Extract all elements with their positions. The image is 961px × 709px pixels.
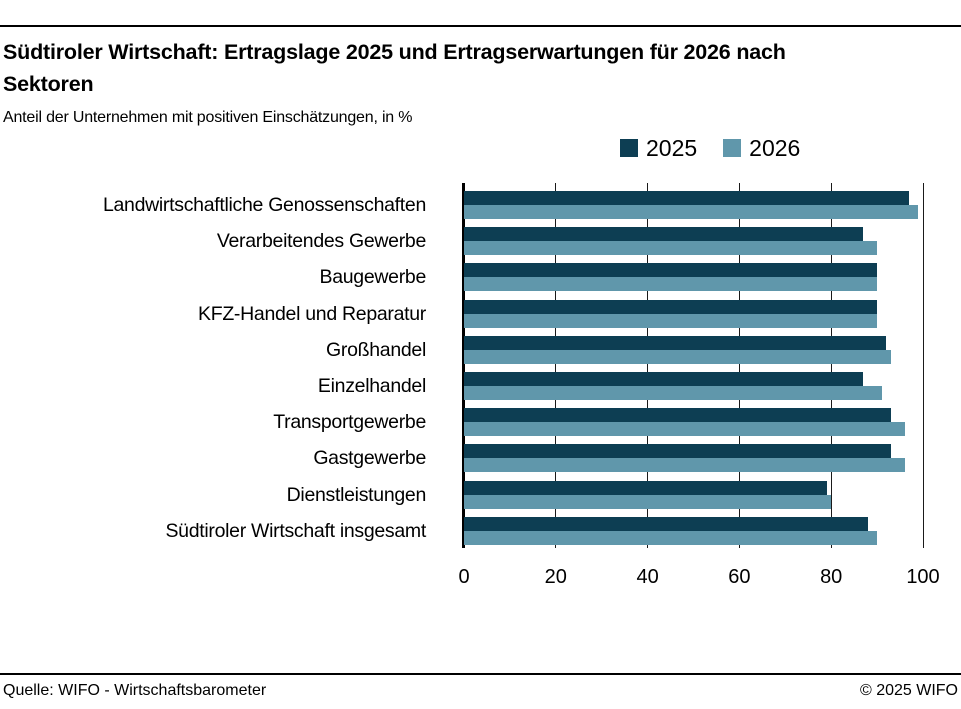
x-axis-tick-labels: 0 20 40 60 80 100 xyxy=(458,565,939,591)
bar-2025 xyxy=(464,227,864,242)
bar-2026 xyxy=(464,205,919,219)
category-axis-labels: Landwirtschaftliche Genossenschaften Vera… xyxy=(0,183,426,548)
bar-2026 xyxy=(464,458,905,473)
plot-area xyxy=(462,183,924,548)
bar-2025 xyxy=(464,191,910,205)
source-note: Quelle: WIFO - Wirtschaftsbarometer xyxy=(3,682,267,699)
bar-2025 xyxy=(464,408,891,423)
x-tick-label-40: 40 xyxy=(636,566,659,588)
bar-2026 xyxy=(464,313,878,328)
x-tick-label-80: 80 xyxy=(820,566,843,588)
gridline-80 xyxy=(830,183,832,548)
gridline-60 xyxy=(738,183,740,548)
category-label: Baugewerbe xyxy=(319,266,427,289)
bar-2026 xyxy=(464,386,882,400)
category-label: Großhandel xyxy=(326,338,426,361)
chart-subtitle: Anteil der Unternehmen mit positiven Ein… xyxy=(3,109,413,126)
legend-swatch-2025 xyxy=(620,139,638,157)
category-label: Dienstleistungen xyxy=(286,483,427,506)
bar-2025 xyxy=(464,444,891,459)
bar-2025 xyxy=(464,516,868,531)
y-axis-line xyxy=(462,183,465,548)
category-label: Einzelhandel xyxy=(317,375,426,397)
gridline-100 xyxy=(922,183,924,548)
bar-2025 xyxy=(464,335,887,350)
category-label: Verarbeitendes Gewerbe xyxy=(216,230,426,253)
bar-2026 xyxy=(464,422,905,437)
category-label: Gastgewerbe xyxy=(313,447,426,470)
x-tick-label-20: 20 xyxy=(544,566,567,588)
bar-2025 xyxy=(464,372,864,386)
legend-item-2026: 2026 xyxy=(723,136,800,160)
category-label: Landwirtschaftliche Genossenschaften xyxy=(102,194,426,216)
category-label: Südtiroler Wirtschaft insgesamt xyxy=(165,519,426,542)
legend-label-2025: 2025 xyxy=(646,135,698,161)
bottom-divider xyxy=(0,673,961,675)
bar-2025 xyxy=(464,480,827,495)
chart-title: Südtiroler Wirtschaft: Ertragslage 2025 … xyxy=(3,36,953,100)
chart-title-line2: Sektoren xyxy=(3,72,94,96)
gridline-40 xyxy=(647,183,649,548)
copyright-note: © 2025 WIFO xyxy=(859,682,958,699)
bar-2026 xyxy=(464,530,878,545)
bar-2026 xyxy=(464,277,878,292)
top-divider xyxy=(0,25,961,27)
category-label: Transportgewerbe xyxy=(273,411,426,434)
x-tick-label-100: 100 xyxy=(906,566,940,588)
category-label: KFZ-Handel und Reparatur xyxy=(198,302,426,325)
bar-2026 xyxy=(464,494,832,509)
legend: 2025 2026 xyxy=(620,136,800,160)
x-tick-label-0: 0 xyxy=(458,566,470,588)
bar-2025 xyxy=(464,263,878,278)
bar-2026 xyxy=(464,349,891,364)
x-tick-label-60: 60 xyxy=(728,566,751,588)
footer: Quelle: WIFO - Wirtschaftsbarometer © 20… xyxy=(3,681,958,701)
legend-swatch-2026 xyxy=(723,139,742,157)
bar-2026 xyxy=(464,241,878,256)
legend-item-2025: 2025 xyxy=(620,136,697,160)
gridline-20 xyxy=(555,183,557,548)
legend-label-2026: 2026 xyxy=(749,135,801,161)
bar-2025 xyxy=(464,299,878,314)
chart-title-line1: Südtiroler Wirtschaft: Ertragslage 2025 … xyxy=(3,40,786,64)
